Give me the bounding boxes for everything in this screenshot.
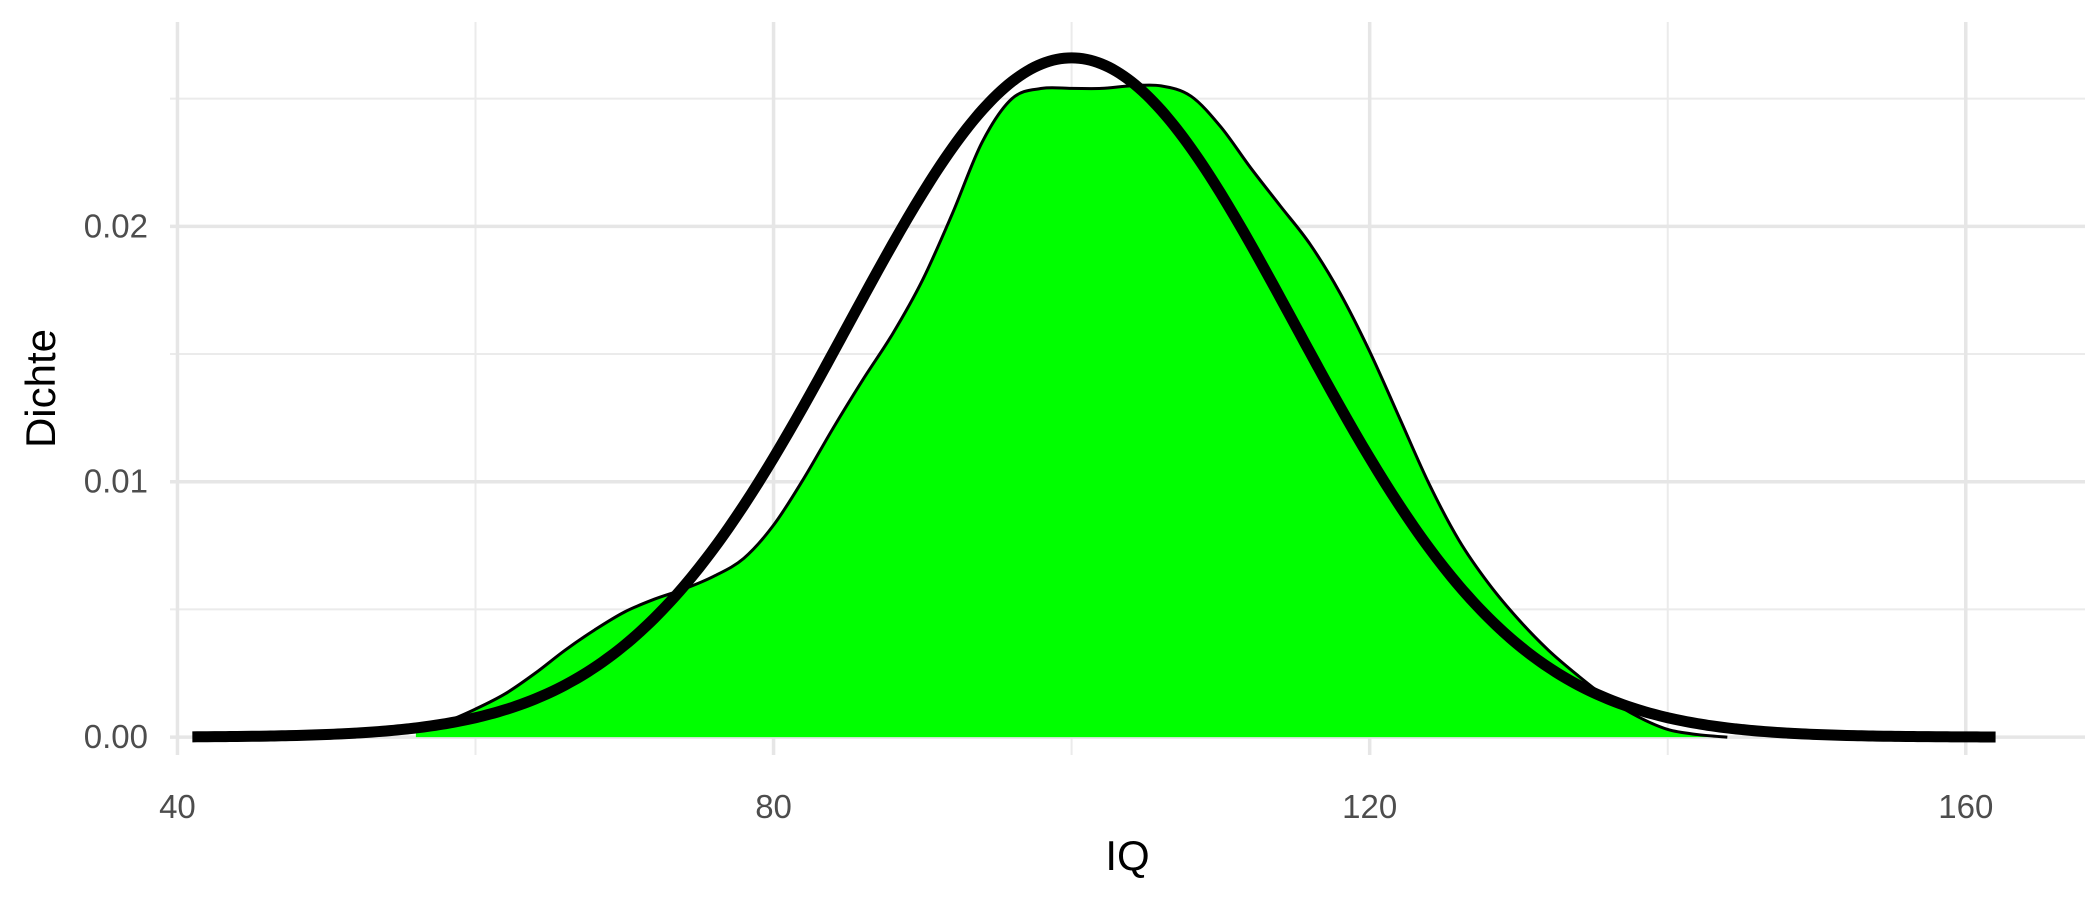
y-tick-label: 0.02 <box>84 207 148 244</box>
y-tick-label: 0.00 <box>84 718 148 755</box>
density-outline-line <box>415 83 1728 739</box>
x-tick-label: 80 <box>755 788 792 825</box>
x-tick-label: 40 <box>159 788 196 825</box>
x-axis-title: IQ <box>1105 832 1149 879</box>
y-axis-title: Dichte <box>17 329 64 448</box>
y-tick-label: 0.01 <box>84 463 148 500</box>
x-tick-label: 120 <box>1342 788 1397 825</box>
normal-curve-line <box>192 52 1996 743</box>
y-tick-labels: 0.00 0.01 0.02 <box>84 207 148 755</box>
density-fill-area <box>415 84 1728 738</box>
x-tick-labels: 40 80 120 160 <box>159 788 1993 825</box>
x-tick-label: 160 <box>1938 788 1993 825</box>
